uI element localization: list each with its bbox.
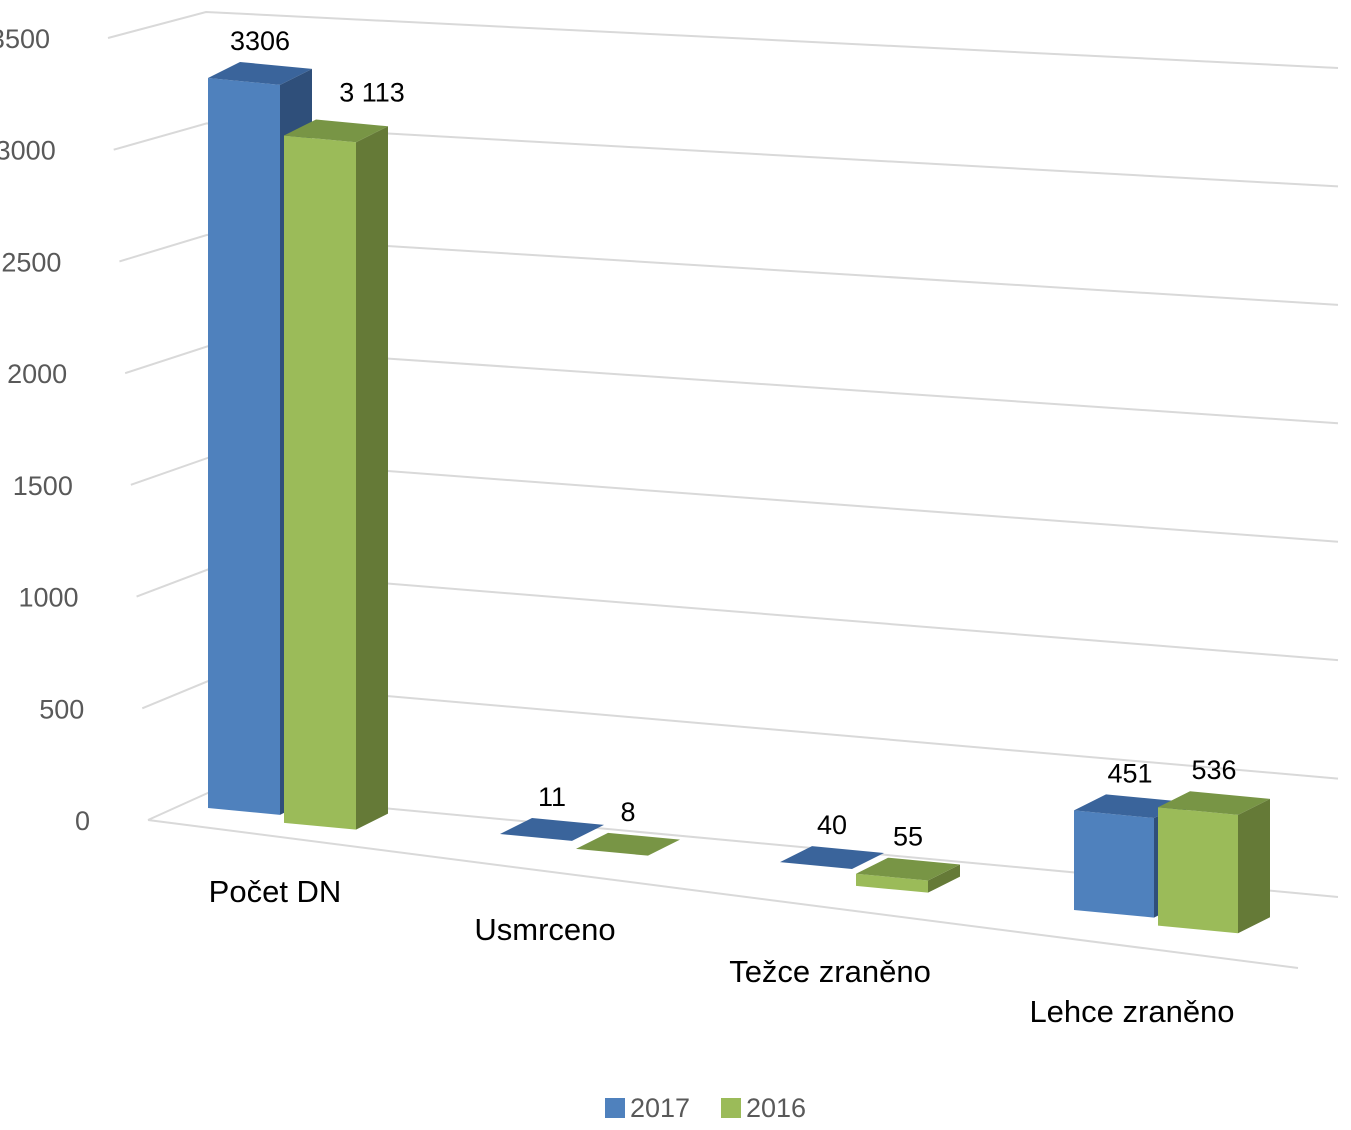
legend-label-2016: 2016 [746, 1093, 806, 1123]
bar-2016-0-top [284, 119, 388, 143]
y-tick-label: 3500 [0, 24, 50, 54]
bar-2017-2-top [780, 846, 884, 870]
y-tick-label: 0 [75, 806, 90, 836]
legend-swatch-2016 [721, 1098, 741, 1118]
data-label-2017: 451 [1107, 758, 1152, 788]
bar-2017-0-top [208, 62, 312, 85]
floor-edge [147, 819, 1299, 969]
bar-2017-3-front [1074, 810, 1154, 918]
gridline [113, 122, 1339, 188]
data-label-2017: 40 [817, 810, 847, 840]
bars [208, 62, 1270, 934]
gridline [119, 233, 1339, 306]
data-label-2017: 11 [538, 782, 566, 812]
gridline [124, 345, 1339, 425]
category-label: Usmrceno [474, 912, 615, 947]
y-tick-label: 1500 [13, 471, 73, 501]
data-labels: 3306 11 40 451 3 113 8 55 536 [230, 26, 1237, 852]
bar-2016-2-front [856, 873, 928, 893]
bar-2016-2-top [856, 857, 960, 881]
y-tick-label: 500 [39, 694, 84, 724]
legend: 2017 2016 [605, 1093, 806, 1123]
bar-2016-3-top [1158, 791, 1270, 815]
bar-2016-0-side [356, 126, 388, 830]
y-tick-label: 3000 [0, 136, 56, 166]
legend-label-2017: 2017 [630, 1093, 690, 1123]
legend-swatch-2017 [605, 1098, 625, 1118]
y-tick-label: 1000 [18, 583, 78, 613]
data-label-2016: 3 113 [339, 77, 405, 107]
y-axis-ticks: 0 500 1000 1500 2000 2500 3000 3500 [0, 24, 90, 836]
category-labels: Počet DN Usmrceno Težce zraněno Lehce zr… [209, 874, 1235, 1029]
y-tick-label: 2500 [1, 247, 61, 277]
data-label-2016: 8 [620, 797, 635, 827]
bar-2016-1-top [576, 832, 680, 856]
y-tick-label: 2000 [7, 359, 67, 389]
data-label-2016: 55 [893, 822, 923, 852]
category-label: Lehce zraněno [1029, 994, 1234, 1029]
bar-2017-0-front [208, 78, 280, 815]
bar-2016-3-side [1238, 798, 1270, 934]
gridlines [107, 10, 1339, 969]
gridline [107, 10, 1339, 69]
bar-2016-3-front [1158, 807, 1238, 934]
bar-2017-1-top [500, 818, 604, 841]
bar-2016-2-side [928, 864, 960, 893]
category-label: Počet DN [209, 874, 342, 909]
data-label-2017: 3306 [230, 26, 290, 56]
bar-2016-0-front [284, 135, 356, 830]
data-label-2016: 536 [1191, 755, 1236, 785]
category-label: Težce zraněno [729, 954, 931, 989]
